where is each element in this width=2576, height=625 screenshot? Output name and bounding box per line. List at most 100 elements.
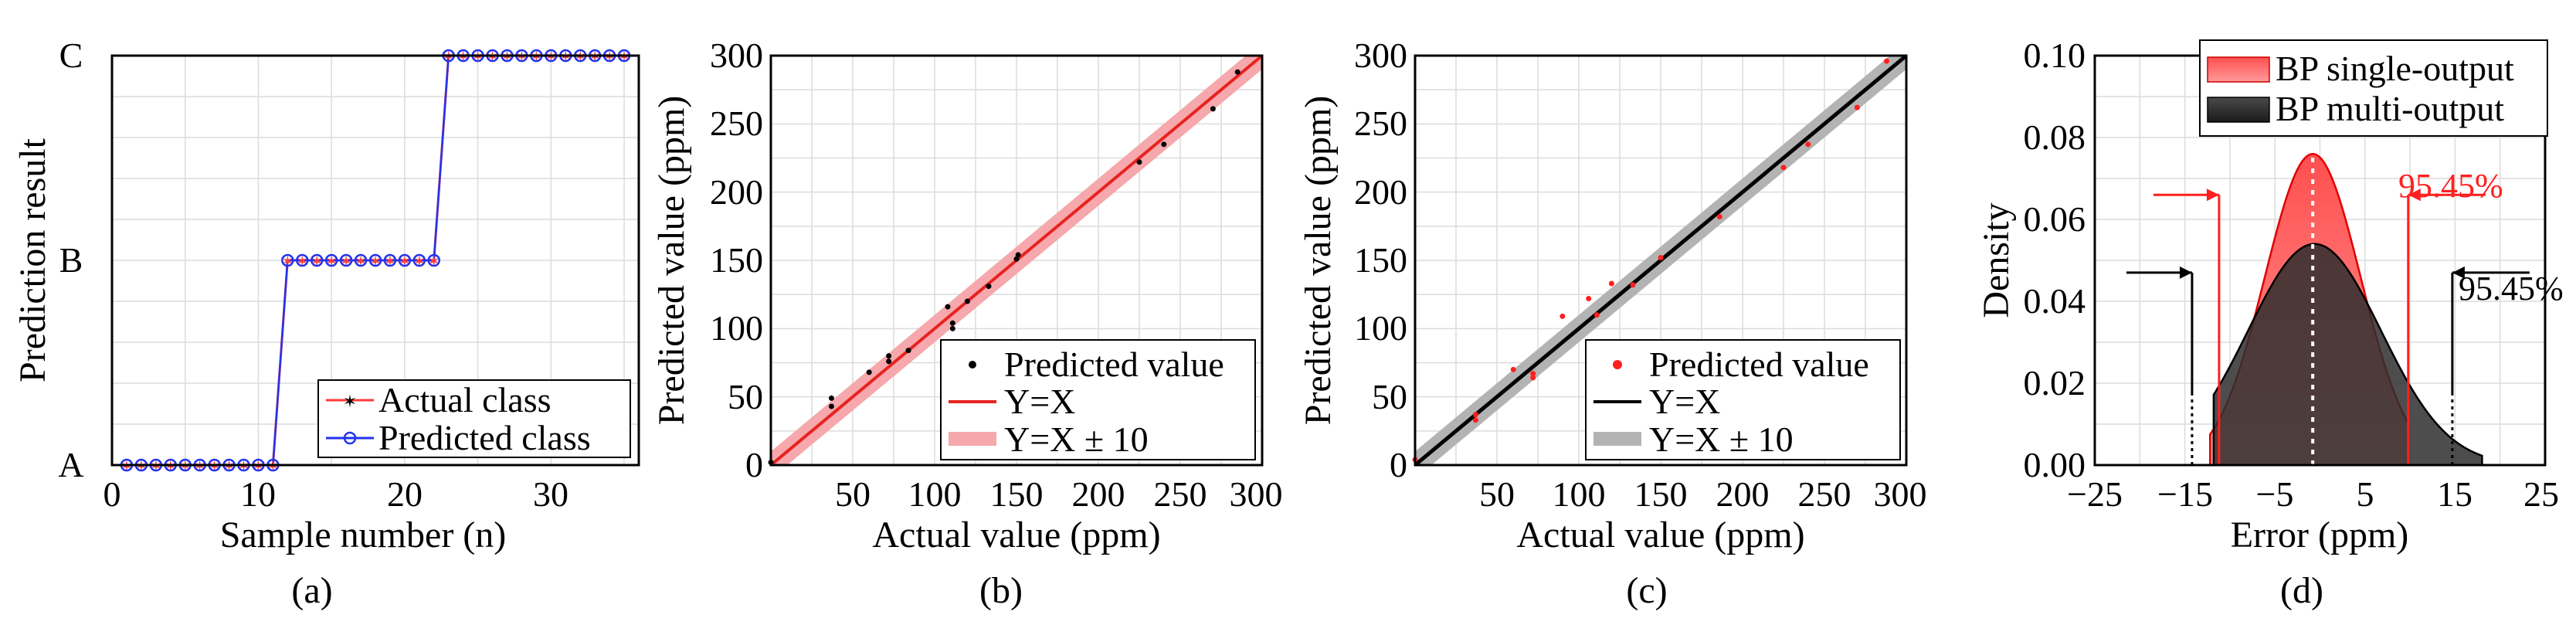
predicted-class-point — [281, 253, 294, 267]
predicted-point — [1780, 165, 1787, 171]
legend-dot-icon — [969, 361, 976, 369]
single-left-arrow-head — [2206, 189, 2219, 202]
annotation-multi-95: 95.45% — [2459, 270, 2564, 307]
panel-c: 300 250 200 150 100 50 0 50 100 150 200 … — [1298, 36, 1927, 611]
actual-class-point: ✶ — [252, 458, 265, 475]
panel-d-ytick-0.00: 0.00 — [2024, 445, 2086, 484]
panel-d-ytick-0.10: 0.10 — [2024, 36, 2086, 75]
panel-b-xtick-100: 100 — [908, 474, 962, 514]
panel-c-ytick-0: 0 — [1390, 445, 1407, 484]
predicted-point — [1854, 104, 1860, 110]
legend-dot-icon — [1613, 360, 1622, 369]
legend-predicted-value: Predicted value — [1649, 345, 1869, 384]
actual-class-point: ✶ — [603, 49, 616, 66]
actual-class-point: ✶ — [208, 458, 221, 475]
legend-single-swatch — [2207, 56, 2270, 83]
actual-class-point: ✶ — [281, 253, 294, 270]
predicted-point — [945, 304, 951, 310]
actual-class-point: ✶ — [164, 458, 177, 475]
actual-class-point: ✶ — [135, 458, 148, 475]
predicted-point — [1234, 69, 1240, 75]
panel-b-xtick-50: 50 — [835, 474, 871, 514]
legend-actual-class: Actual class — [378, 380, 552, 419]
actual-class-point: ✶ — [325, 253, 338, 270]
panel-c-ytick-300: 300 — [1354, 36, 1407, 75]
predicted-point — [1210, 106, 1216, 112]
actual-class-point: ✶ — [515, 49, 528, 66]
panel-c-ytick-200: 200 — [1354, 172, 1407, 212]
predicted-point — [886, 353, 892, 359]
panel-b-ylabel: Predicted value (ppm) — [651, 96, 692, 426]
panel-d: 0.10 0.08 0.06 0.04 0.02 0.00 −25 −15 −5… — [1976, 36, 2564, 611]
panel-a-ytick-c: C — [59, 36, 83, 75]
panel-b-ytick-300: 300 — [710, 36, 763, 75]
panel-c-frame — [1414, 54, 1908, 467]
panel-c-ytick-50: 50 — [1372, 377, 1407, 416]
panel-d-xtick-5: 5 — [2357, 474, 2374, 514]
panel-d-xtick-15: 15 — [2437, 474, 2472, 514]
panel-d-plot-area — [2126, 152, 2530, 467]
predicted-point — [1716, 213, 1722, 219]
predicted-point — [1013, 256, 1020, 262]
actual-class-point: ✶ — [296, 253, 309, 270]
actual-class-point: ✶ — [574, 49, 587, 66]
actual-class-point: ✶ — [266, 458, 280, 475]
actual-class-point: ✶ — [222, 458, 236, 475]
predicted-point — [828, 395, 834, 401]
panel-a-ytick-a: A — [58, 445, 83, 484]
predicted-point — [1608, 280, 1614, 287]
panel-c-xtick-200: 200 — [1716, 474, 1770, 514]
actual-class-point: ✶ — [237, 458, 250, 475]
actual-class-point: ✶ — [412, 253, 426, 270]
panel-b-caption: (b) — [979, 570, 1023, 611]
panel-d-ylabel: Density — [1976, 202, 2017, 318]
legend-multi-output: BP multi-output — [2276, 89, 2504, 128]
predicted-point — [1560, 313, 1566, 319]
predicted-point — [1530, 375, 1536, 381]
panel-c-legend: Predicted value Y=X Y=X ± 10 — [1585, 339, 1901, 460]
predicted-class-point — [339, 253, 353, 267]
actual-class-point: ✶ — [149, 458, 162, 475]
panel-a-frame — [110, 54, 640, 467]
panel-c-caption: (c) — [1626, 570, 1667, 611]
panel-b-legend: Predicted value Y=X Y=X ± 10 — [940, 339, 1256, 460]
panel-d-ytick-0.08: 0.08 — [2024, 117, 2086, 157]
annotation-single-95: 95.45% — [2398, 167, 2503, 205]
actual-class-point: ✶ — [340, 253, 353, 270]
panel-b-xtick-300: 300 — [1230, 474, 1283, 514]
actual-class-point: ✶ — [545, 49, 558, 66]
actual-class-point: ✶ — [442, 49, 455, 66]
predicted-point — [1472, 417, 1478, 423]
actual-class-point: ✶ — [486, 49, 499, 66]
actual-class-point: ✶ — [618, 49, 631, 66]
actual-class-point: ✶ — [456, 49, 470, 66]
panel-b-ytick-0: 0 — [745, 445, 763, 484]
predicted-point — [1530, 371, 1536, 377]
panel-d-ytick-0.06: 0.06 — [2024, 199, 2086, 239]
predicted-point — [1884, 58, 1890, 64]
panel-b-xtick-200: 200 — [1072, 474, 1125, 514]
predicted-class-point — [383, 253, 397, 267]
legend-band: Y=X ± 10 — [1649, 419, 1794, 459]
panel-c-ytick-100: 100 — [1354, 308, 1407, 348]
legend-single-output: BP single-output — [2276, 49, 2514, 88]
predicted-point — [1630, 282, 1636, 288]
panel-c-xtick-300: 300 — [1874, 474, 1927, 514]
predicted-point — [949, 320, 955, 326]
panel-a-legend: ✶ Actual class Predicted class — [317, 379, 631, 458]
panel-b-xtick-150: 150 — [990, 474, 1044, 514]
actual-class-point: ✶ — [471, 49, 484, 66]
panel-d-caption: (d) — [2280, 570, 2323, 611]
predicted-point — [866, 369, 872, 375]
panel-b-plot-area — [768, 54, 1264, 467]
multi-output-density — [2212, 243, 2483, 467]
panel-a-xtick-0: 0 — [104, 474, 121, 514]
predicted-point — [1805, 141, 1811, 148]
panel-d-xtick-neg15: −15 — [2157, 474, 2213, 514]
legend-star-icon: ✶ — [343, 392, 357, 411]
panel-b-frame — [769, 54, 1264, 467]
panel-b-xtick-250: 250 — [1154, 474, 1207, 514]
multi-left-arrow-head — [2179, 266, 2192, 279]
legend-y-equals-x: Y=X — [1649, 382, 1720, 421]
